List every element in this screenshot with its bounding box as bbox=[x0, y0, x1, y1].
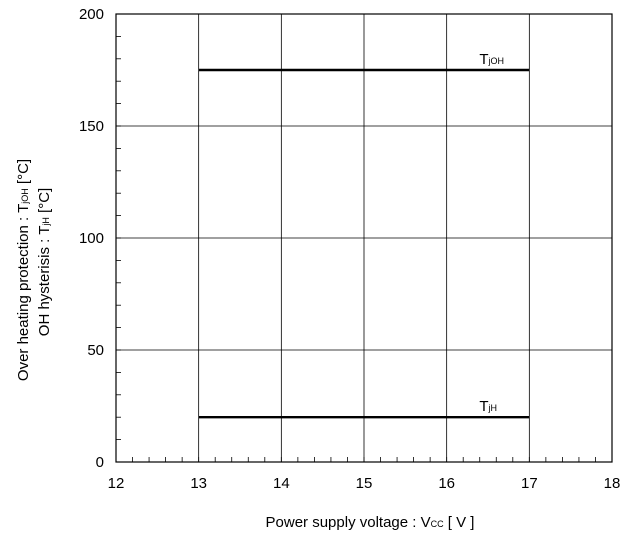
y-axis-label-line2: OH hysterisis : TjH [°C] bbox=[36, 188, 53, 336]
y-tick-label-0: 0 bbox=[96, 454, 104, 471]
y-axis-label-line1-suffix: [°C] bbox=[15, 159, 32, 188]
x-tick-label-18: 18 bbox=[604, 475, 621, 492]
x-axis-label-text: Power supply voltage : V bbox=[266, 514, 431, 531]
series-label-jOH: TjOH bbox=[479, 51, 504, 68]
y-axis-label-line1: Over heating protection : TjOH [°C] bbox=[15, 159, 32, 381]
plot-frame bbox=[115, 13, 613, 463]
x-tick-label-14: 14 bbox=[273, 475, 290, 492]
x-tick-label-17: 17 bbox=[521, 475, 538, 492]
series-labels: TjOH TjH bbox=[479, 51, 504, 415]
series-lines bbox=[198, 68, 530, 419]
y-tick-label-200: 200 bbox=[79, 6, 104, 23]
y-tick-labels: 0 50 100 150 200 bbox=[79, 6, 104, 471]
x-tick-label-16: 16 bbox=[438, 475, 455, 492]
x-tick-label-13: 13 bbox=[190, 475, 207, 492]
y-axis-label-line2-text: OH hysterisis : T bbox=[36, 226, 53, 337]
x-axis-label-suffix: [ V ] bbox=[444, 514, 475, 531]
series-label-jH: TjH bbox=[479, 398, 497, 415]
y-axis-label-line2-suffix: [°C] bbox=[36, 188, 53, 217]
grid-lines bbox=[115, 13, 613, 463]
y-tick-label-100: 100 bbox=[79, 230, 104, 247]
x-axis-label-sub: CC bbox=[431, 519, 444, 529]
y-axis-label-line1-sub: jOH bbox=[20, 188, 30, 205]
y-tick-label-150: 150 bbox=[79, 118, 104, 135]
y-tick-label-50: 50 bbox=[87, 342, 104, 359]
x-tick-label-15: 15 bbox=[356, 475, 373, 492]
y-axis-label-line2-sub: jH bbox=[41, 217, 51, 227]
x-tick-label-12: 12 bbox=[108, 475, 125, 492]
x-tick-labels: 12 13 14 15 16 17 18 bbox=[108, 475, 621, 492]
y-axis-label-line1-text: Over heating protection : T bbox=[15, 204, 32, 381]
x-axis-label: Power supply voltage : VCC [ V ] bbox=[266, 514, 475, 531]
